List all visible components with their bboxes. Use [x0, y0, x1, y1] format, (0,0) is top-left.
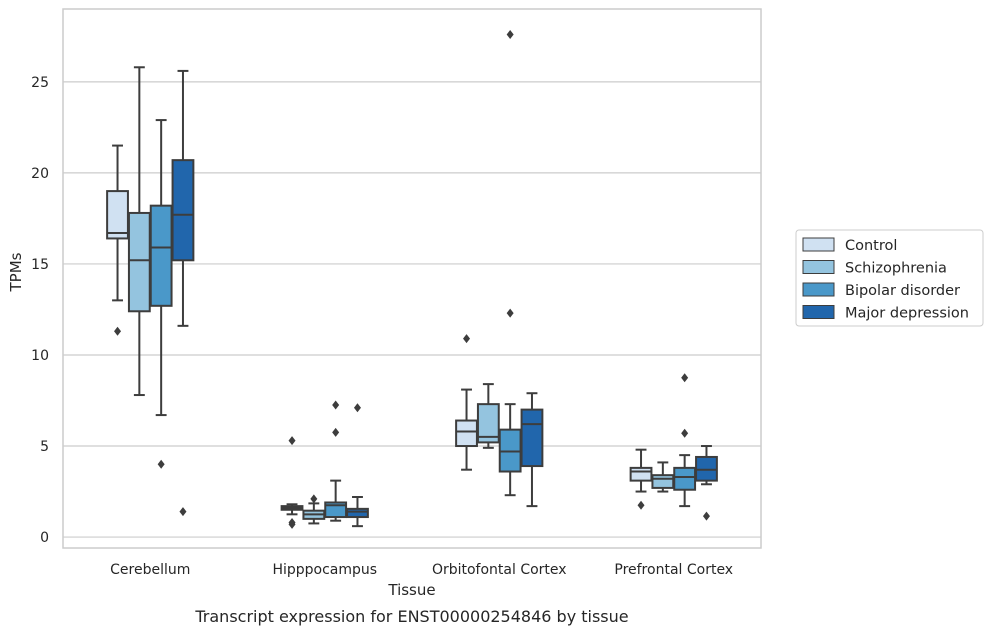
- y-tick-labels: 0 5 10 15 20 25: [31, 75, 49, 546]
- box-2-0: [149, 119, 173, 469]
- y-tick-label: 25: [31, 75, 49, 91]
- iqr-box: [476, 403, 500, 444]
- outlier-point: [702, 511, 710, 521]
- iqr-box: [171, 159, 195, 262]
- y-axis-label: TPMs: [7, 252, 25, 292]
- x-tick-label: Cerebellum: [110, 562, 190, 578]
- outlier-point: [506, 308, 514, 318]
- outlier-point: [157, 459, 165, 469]
- iqr-box: [127, 211, 151, 313]
- box-0-1: [280, 436, 304, 529]
- iqr-box: [149, 204, 173, 307]
- iqr-box: [629, 466, 653, 482]
- outlier-point: [288, 519, 296, 529]
- box-3-0: [171, 69, 195, 517]
- outlier-point: [332, 427, 340, 437]
- iqr-box: [651, 474, 675, 489]
- legend-label: Major depression: [845, 306, 969, 322]
- box-3-1: [346, 403, 369, 528]
- legend-label: Control: [845, 238, 897, 254]
- outlier-point: [681, 428, 689, 438]
- legend-label: Bipolar disorder: [845, 283, 960, 299]
- iqr-box: [455, 419, 478, 448]
- y-tick-label: 15: [31, 257, 49, 273]
- box-groups: [106, 29, 718, 529]
- x-tick-labels: Cerebellum Hipppocampus Orbitofontal Corte…: [110, 562, 733, 578]
- box-0-3: [629, 448, 653, 510]
- iqr-box: [346, 507, 369, 519]
- box-1-2: [476, 383, 500, 449]
- x-tick-label: Prefrontal Cortex: [614, 562, 733, 578]
- legend-swatch: [802, 282, 835, 297]
- y-tick-label: 0: [40, 530, 49, 546]
- outlier-point: [681, 373, 689, 383]
- legend-swatch: [802, 305, 835, 319]
- legend-frame: [795, 229, 984, 327]
- iqr-box: [673, 466, 697, 491]
- box-0-0: [106, 144, 129, 336]
- legend-swatch: [802, 260, 835, 274]
- outlier-point: [637, 500, 645, 510]
- box-3-2: [520, 392, 544, 508]
- outlier-point: [179, 507, 187, 517]
- x-axis-label: Tissue: [387, 581, 435, 599]
- outlier-point: [353, 403, 361, 413]
- outlier-point: [114, 326, 122, 336]
- chart-caption: Transcript expression for ENST0000025484…: [194, 607, 628, 626]
- outlier-point: [332, 400, 340, 410]
- iqr-box: [520, 408, 544, 468]
- outlier-point: [310, 494, 318, 504]
- box-3-3: [695, 445, 718, 521]
- box-2-3: [673, 373, 697, 508]
- plot-frame: [62, 8, 762, 549]
- y-tick-label: 20: [31, 166, 49, 182]
- x-tick-label: Hipppocampus: [272, 562, 377, 578]
- box-1-1: [302, 494, 326, 525]
- y-tick-label: 10: [31, 348, 49, 364]
- x-tick-label: Orbitofontal Cortex: [432, 562, 567, 578]
- legend-swatch: [802, 237, 835, 252]
- iqr-box: [106, 190, 129, 240]
- grid-lines: [63, 81, 761, 538]
- y-tick-label: 5: [40, 439, 49, 455]
- legend-label: Schizophrenia: [845, 261, 947, 277]
- outlier-point: [506, 29, 514, 39]
- outlier-point: [288, 436, 296, 446]
- plot-area: [63, 9, 761, 548]
- legend: Control Schizophrenia Bipolar disorder Majo…: [795, 229, 984, 327]
- outlier-point: [463, 334, 471, 344]
